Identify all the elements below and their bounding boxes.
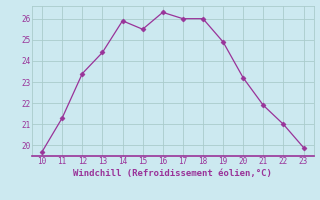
X-axis label: Windchill (Refroidissement éolien,°C): Windchill (Refroidissement éolien,°C) (73, 169, 272, 178)
